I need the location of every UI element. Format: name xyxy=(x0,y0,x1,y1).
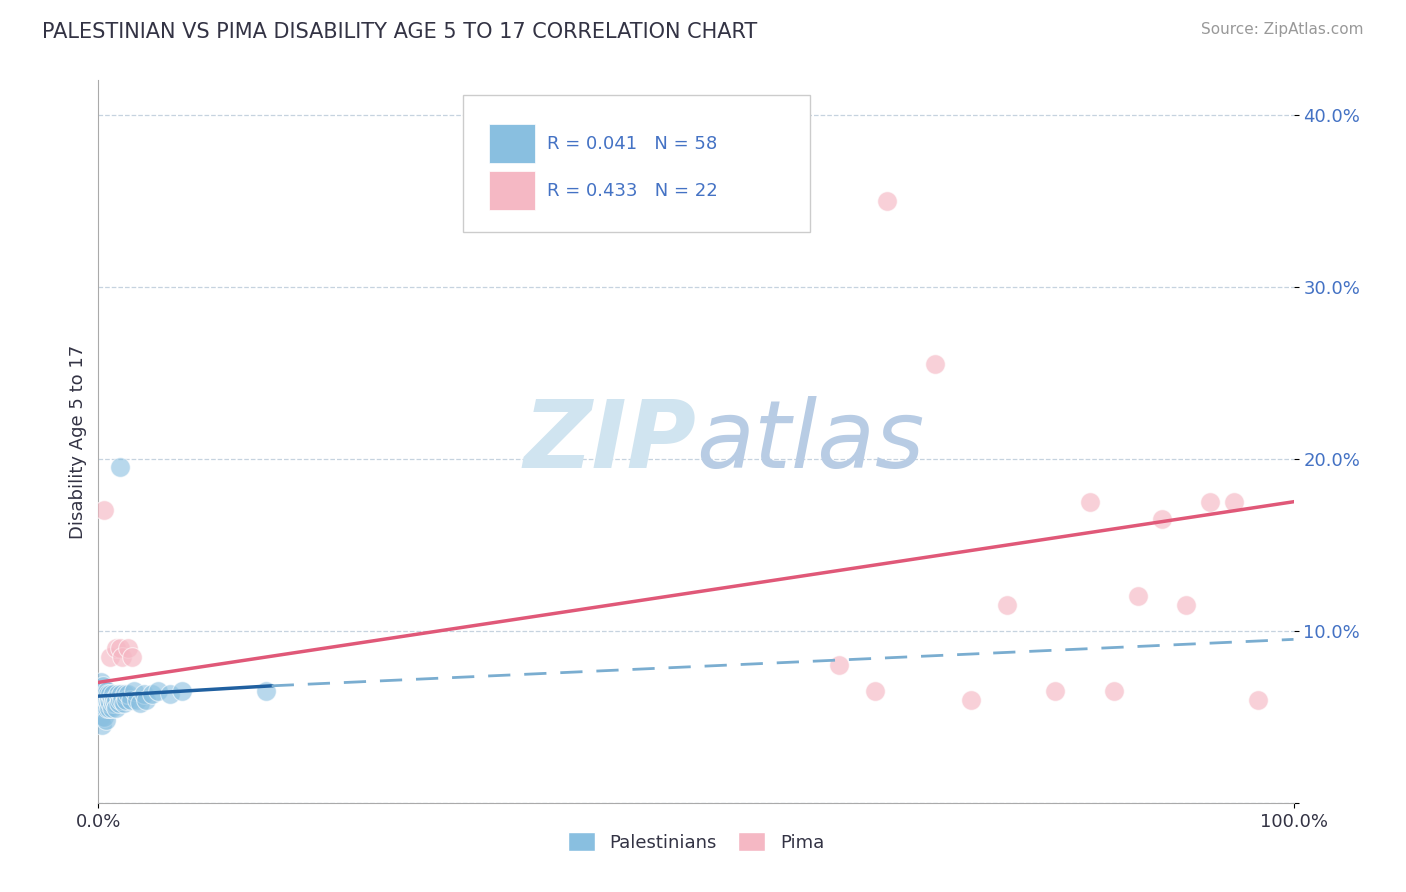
Point xyxy=(121,649,143,664)
Point xyxy=(107,696,129,710)
Point xyxy=(97,687,120,701)
Point xyxy=(101,696,124,710)
Point xyxy=(995,598,1018,612)
Point xyxy=(93,503,115,517)
Point xyxy=(91,684,114,698)
Legend: Palestinians, Pima: Palestinians, Pima xyxy=(561,825,831,859)
Text: Source: ZipAtlas.com: Source: ZipAtlas.com xyxy=(1201,22,1364,37)
Point xyxy=(105,692,128,706)
Point xyxy=(105,701,128,715)
Point xyxy=(112,696,135,710)
Point xyxy=(125,692,148,706)
Point xyxy=(1199,494,1222,508)
Text: ZIP: ZIP xyxy=(523,395,696,488)
Y-axis label: Disability Age 5 to 17: Disability Age 5 to 17 xyxy=(69,344,87,539)
FancyBboxPatch shape xyxy=(489,124,534,163)
Point xyxy=(101,687,124,701)
Point xyxy=(98,692,121,706)
Point xyxy=(172,684,194,698)
Point xyxy=(117,640,139,655)
Point xyxy=(94,713,117,727)
Point xyxy=(90,696,112,710)
Point xyxy=(93,692,115,706)
Point xyxy=(91,696,114,710)
Point xyxy=(135,692,157,706)
Point xyxy=(96,701,118,715)
Point xyxy=(960,692,983,706)
Point xyxy=(108,460,131,475)
Text: atlas: atlas xyxy=(696,396,924,487)
Point xyxy=(115,692,138,706)
Point xyxy=(98,696,122,710)
Point xyxy=(1152,512,1174,526)
Point xyxy=(1043,684,1066,698)
Point xyxy=(91,718,114,732)
Point xyxy=(254,684,277,698)
Point xyxy=(148,684,170,698)
Point xyxy=(111,649,134,664)
Point xyxy=(141,687,163,701)
Point xyxy=(96,692,118,706)
Point xyxy=(91,692,114,706)
Point xyxy=(89,684,111,698)
Point xyxy=(94,687,117,701)
Point xyxy=(1175,598,1198,612)
Point xyxy=(90,675,112,690)
Point xyxy=(108,692,131,706)
Point xyxy=(107,687,129,701)
Point xyxy=(129,696,152,710)
Point xyxy=(93,710,115,724)
Point xyxy=(98,687,122,701)
Point xyxy=(117,687,139,701)
FancyBboxPatch shape xyxy=(463,95,810,232)
Point xyxy=(924,357,946,371)
Point xyxy=(98,701,121,715)
Point xyxy=(94,696,117,710)
Point xyxy=(124,684,146,698)
Point xyxy=(104,696,127,710)
Point xyxy=(93,701,115,715)
Point xyxy=(114,687,136,701)
Point xyxy=(120,692,142,706)
Point xyxy=(132,687,155,701)
Point xyxy=(110,687,132,701)
Point xyxy=(96,684,118,698)
Point xyxy=(91,701,114,715)
Point xyxy=(90,710,112,724)
Point xyxy=(100,701,122,715)
Point xyxy=(97,696,120,710)
Point xyxy=(91,679,114,693)
Point xyxy=(111,692,134,706)
Point xyxy=(98,649,122,664)
Point xyxy=(108,640,131,655)
Point xyxy=(103,692,125,706)
Point xyxy=(876,194,898,208)
Point xyxy=(1247,692,1270,706)
Point xyxy=(91,687,114,701)
Point xyxy=(1104,684,1126,698)
Point xyxy=(100,692,122,706)
Point xyxy=(1080,494,1102,508)
Point xyxy=(1128,590,1150,604)
Text: R = 0.433   N = 22: R = 0.433 N = 22 xyxy=(547,182,717,200)
Point xyxy=(105,640,128,655)
Point xyxy=(828,658,851,673)
Point xyxy=(1223,494,1246,508)
Text: R = 0.041   N = 58: R = 0.041 N = 58 xyxy=(547,135,717,153)
Text: PALESTINIAN VS PIMA DISABILITY AGE 5 TO 17 CORRELATION CHART: PALESTINIAN VS PIMA DISABILITY AGE 5 TO … xyxy=(42,22,758,42)
Point xyxy=(89,701,111,715)
FancyBboxPatch shape xyxy=(489,170,534,211)
Point xyxy=(159,687,181,701)
Point xyxy=(865,684,887,698)
Point xyxy=(90,687,112,701)
Point xyxy=(89,692,111,706)
